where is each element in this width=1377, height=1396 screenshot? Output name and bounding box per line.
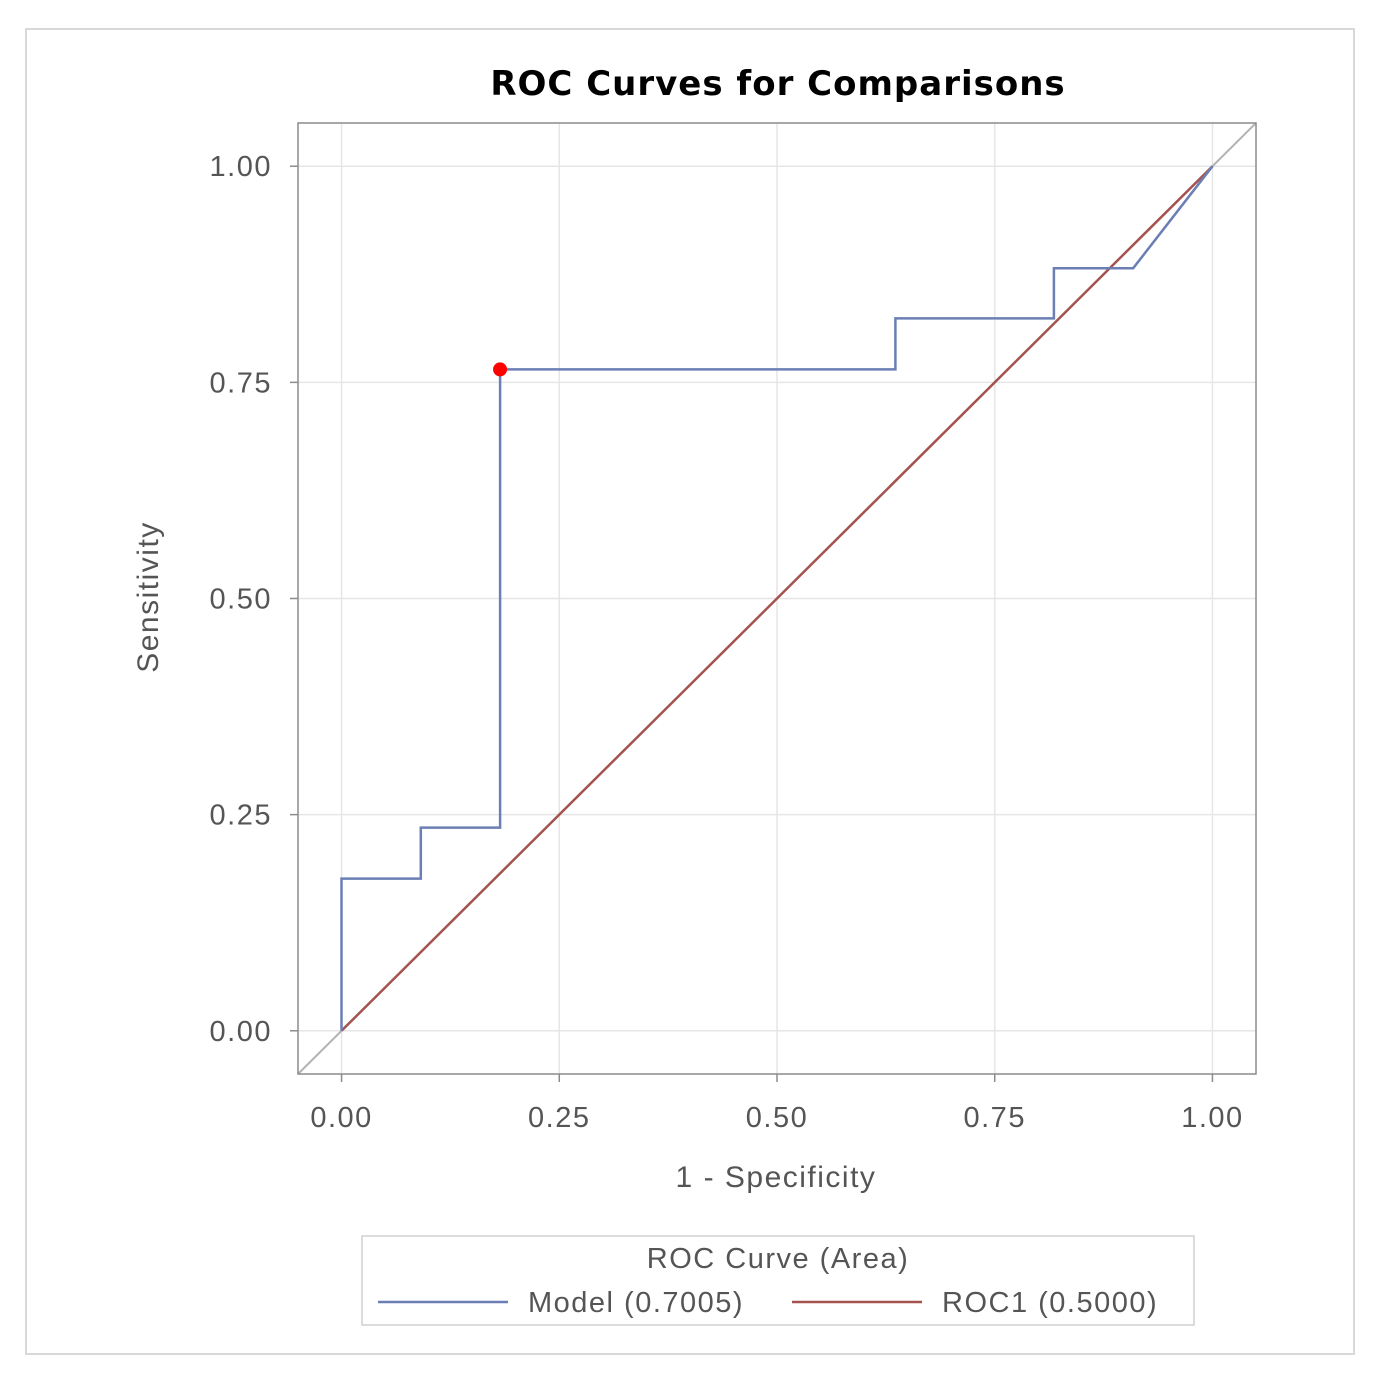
y-tick-label-4: 1.00 — [210, 151, 272, 183]
y-tick-label-2: 0.50 — [210, 584, 272, 616]
legend-box — [361, 1235, 1195, 1326]
x-tick-label-3: 0.75 — [964, 1102, 1026, 1134]
x-axis-label: 1 - Specificity — [676, 1161, 877, 1194]
legend-item-model: Model (0.7005) — [378, 1287, 744, 1319]
y-tick-label-3: 0.75 — [210, 367, 272, 399]
legend-label-roc1: ROC1 (0.5000) — [942, 1287, 1158, 1319]
y-axis-ticks: 0.00 0.25 0.50 0.75 1.00 — [210, 151, 298, 1048]
highlight-points — [493, 362, 508, 377]
y-axis-label: Sensitivity — [132, 521, 165, 673]
y-tick-label-1: 0.25 — [210, 800, 272, 832]
legend-title: ROC Curve (Area) — [647, 1243, 910, 1275]
legend-label-model: Model (0.7005) — [528, 1287, 744, 1319]
chart-frame — [25, 28, 1355, 1355]
x-tick-label-4: 1.00 — [1181, 1102, 1243, 1134]
legend: ROC Curve (Area) Model (0.7005) ROC1 (0.5… — [361, 1235, 1195, 1326]
highlight-point — [493, 362, 508, 377]
x-tick-label-2: 0.50 — [746, 1102, 808, 1134]
chart-title: ROC Curves for Comparisons — [490, 64, 1065, 104]
x-tick-label-0: 0.00 — [310, 1102, 372, 1134]
y-tick-label-0: 0.00 — [210, 1016, 272, 1048]
series-lines — [340, 165, 1214, 1032]
legend-item-roc1: ROC1 (0.5000) — [792, 1287, 1158, 1319]
series-line-roc1 — [340, 165, 1214, 1032]
x-tick-label-1: 0.25 — [528, 1102, 590, 1134]
legend-items: Model (0.7005) ROC1 (0.5000) — [378, 1287, 1158, 1319]
x-axis-ticks: 0.00 0.25 0.50 0.75 1.00 — [310, 1074, 1243, 1134]
series-line-model — [340, 165, 1214, 1031]
